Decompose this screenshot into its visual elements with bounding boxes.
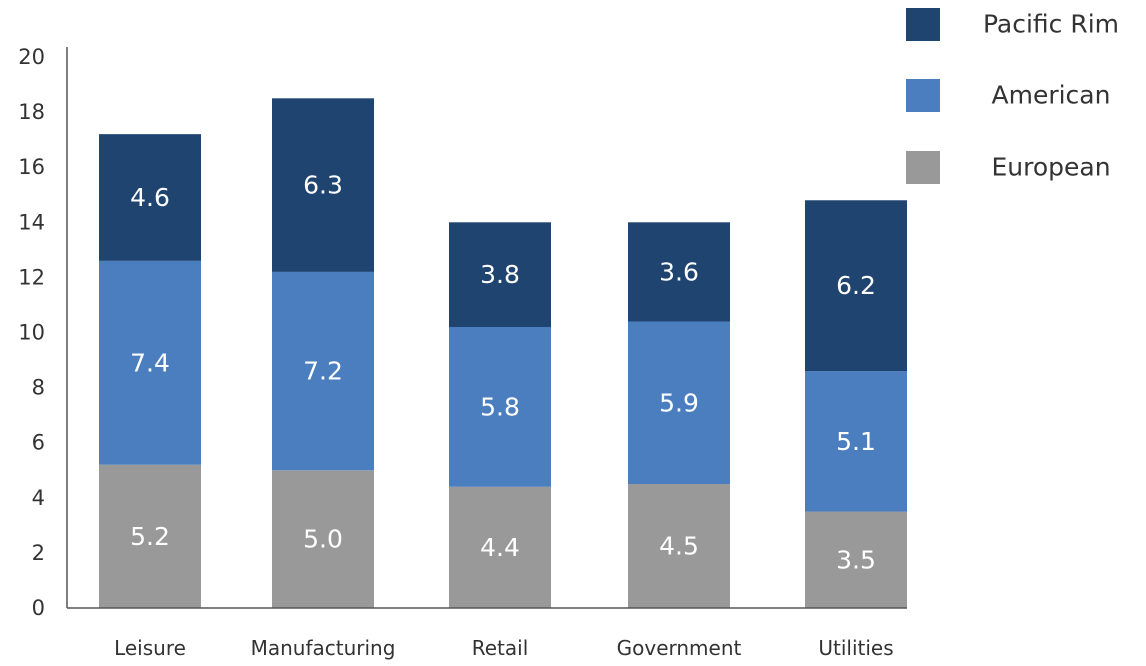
bar-segment-retail-european [449, 486, 551, 608]
bar-segment-leisure-pacific-rim [99, 134, 201, 261]
data-label-retail-pacific-rim: 3.8 [480, 260, 520, 289]
y-tick-label: 0 [32, 596, 45, 620]
bar-segment-leisure-european [99, 464, 201, 608]
bar-segment-retail-pacific-rim [449, 222, 551, 327]
y-axis: 0 2 4 6 8 10 12 14 16 18 20 [18, 45, 68, 620]
data-label-government-american: 5.9 [659, 388, 699, 417]
bar-segment-utilities-pacific-rim [805, 200, 907, 372]
legend-label-pacific-rim: Pacific Rim [983, 10, 1119, 39]
data-label-manufacturing-pacific-rim: 6.3 [303, 171, 343, 200]
data-label-leisure-pacific-rim: 4.6 [130, 183, 170, 212]
y-tick-label: 16 [18, 155, 45, 179]
y-tick-label: 10 [18, 321, 45, 345]
legend-label-european: European [991, 153, 1110, 182]
data-label-utilities-pacific-rim: 6.2 [836, 271, 876, 300]
data-label-utilities-european: 3.5 [836, 545, 876, 574]
legend-label-american: American [992, 81, 1111, 110]
data-label-retail-european: 4.4 [480, 533, 520, 562]
bar-segment-utilities-american [805, 371, 907, 512]
x-tick-label-manufacturing: Manufacturing [251, 636, 396, 660]
data-label-utilities-american: 5.1 [836, 427, 876, 456]
bar-segment-leisure-american [99, 260, 201, 465]
bar-segment-manufacturing-american [272, 271, 374, 471]
bar-segment-utilities-european [805, 511, 907, 608]
x-tick-label-government: Government [617, 636, 742, 660]
legend-swatch-european [906, 151, 940, 184]
y-tick-label: 4 [32, 486, 45, 510]
y-tick-label: 18 [18, 100, 45, 124]
data-label-retail-american: 5.8 [480, 392, 520, 421]
x-tick-label-retail: Retail [472, 636, 529, 660]
data-label-leisure-european: 5.2 [130, 522, 170, 551]
bar-segment-manufacturing-european [272, 470, 374, 608]
x-tick-label-leisure: Leisure [114, 636, 186, 660]
y-tick-label: 8 [32, 376, 45, 400]
data-label-government-european: 4.5 [659, 532, 699, 561]
bar-segment-government-american [628, 321, 730, 485]
bar-segment-manufacturing-pacific-rim [272, 98, 374, 272]
data-label-manufacturing-american: 7.2 [303, 357, 343, 386]
data-label-government-pacific-rim: 3.6 [659, 257, 699, 286]
bars-group: 5.2 7.4 4.6 5.0 7.2 6.3 4.4 5.8 3.8 4.5 5.9 3.6 3.5 5… [99, 98, 907, 608]
x-axis: Leisure Manufacturing Retail Government Util… [67, 607, 907, 660]
y-tick-label: 2 [32, 541, 45, 565]
data-label-leisure-american: 7.4 [130, 348, 170, 377]
bar-segment-government-pacific-rim [628, 222, 730, 322]
y-tick-label: 6 [32, 431, 45, 455]
legend: Pacific Rim American European [906, 8, 1119, 184]
x-tick-label-utilities: Utilities [818, 636, 893, 660]
y-tick-label: 20 [18, 45, 45, 69]
data-label-manufacturing-european: 5.0 [303, 525, 343, 554]
y-tick-label: 12 [18, 265, 45, 289]
bar-segment-government-european [628, 484, 730, 608]
bar-segment-retail-american [449, 326, 551, 487]
legend-swatch-pacific-rim [906, 8, 940, 41]
y-tick-label: 14 [18, 210, 45, 234]
legend-swatch-american [906, 79, 940, 112]
